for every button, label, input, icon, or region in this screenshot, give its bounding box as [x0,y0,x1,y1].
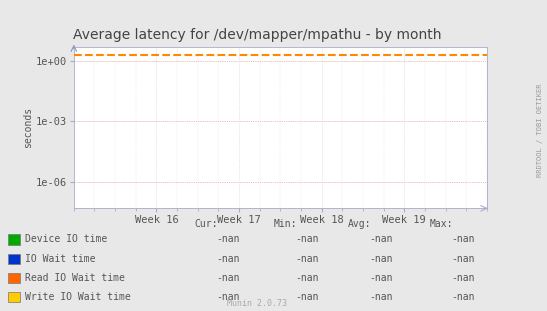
Text: Min:: Min: [274,219,297,229]
Text: -nan: -nan [295,292,319,302]
Text: -nan: -nan [295,254,319,264]
Text: Write IO Wait time: Write IO Wait time [25,292,130,302]
Text: Avg:: Avg: [347,219,371,229]
Text: RRDTOOL / TOBI OETIKER: RRDTOOL / TOBI OETIKER [537,84,543,177]
Text: IO Wait time: IO Wait time [25,254,95,264]
Text: -nan: -nan [369,292,393,302]
Text: -nan: -nan [216,254,240,264]
Text: Max:: Max: [429,219,453,229]
Text: Read IO Wait time: Read IO Wait time [25,273,125,283]
Text: -nan: -nan [451,292,475,302]
Text: -nan: -nan [216,234,240,244]
Text: -nan: -nan [216,273,240,283]
Text: -nan: -nan [451,254,475,264]
Text: -nan: -nan [295,273,319,283]
Text: -nan: -nan [295,234,319,244]
Text: Device IO time: Device IO time [25,234,107,244]
Text: Munin 2.0.73: Munin 2.0.73 [227,299,287,308]
Text: -nan: -nan [369,234,393,244]
Text: -nan: -nan [451,273,475,283]
Text: -nan: -nan [216,292,240,302]
Text: -nan: -nan [369,254,393,264]
Text: -nan: -nan [451,234,475,244]
Text: Cur:: Cur: [194,219,218,229]
Y-axis label: seconds: seconds [23,107,33,148]
Text: -nan: -nan [369,273,393,283]
Text: Average latency for /dev/mapper/mpathu - by month: Average latency for /dev/mapper/mpathu -… [73,28,441,42]
